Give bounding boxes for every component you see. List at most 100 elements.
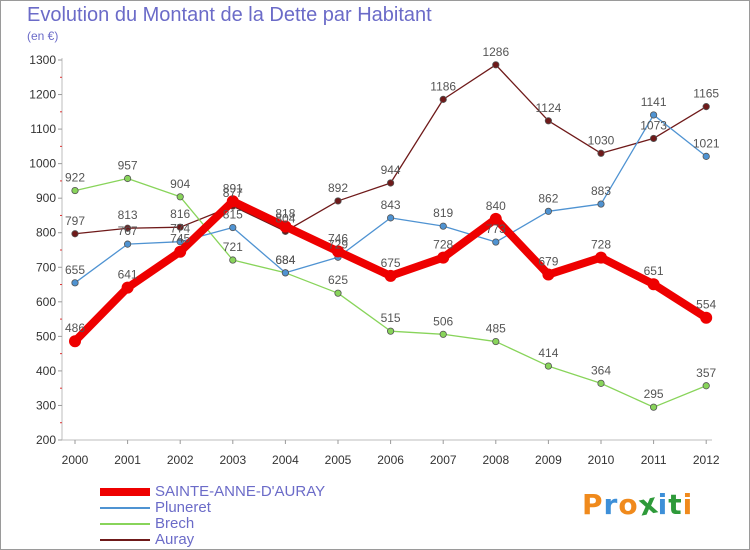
data-label: 728 xyxy=(433,238,453,252)
data-point xyxy=(334,197,342,205)
data-point xyxy=(439,222,447,230)
data-point xyxy=(647,278,660,291)
data-label: 679 xyxy=(538,255,558,269)
data-point xyxy=(595,251,607,264)
data-point xyxy=(700,311,713,324)
data-label: 1141 xyxy=(641,95,667,109)
data-point xyxy=(492,337,500,346)
data-label: 745 xyxy=(170,232,190,246)
data-label: 957 xyxy=(118,158,138,172)
data-label: 815 xyxy=(223,208,243,222)
data-label: 862 xyxy=(538,191,558,205)
data-label: 728 xyxy=(591,238,611,252)
data-point xyxy=(597,379,605,387)
data-point xyxy=(702,382,710,390)
legend-item-pluneret[interactable]: Pluneret xyxy=(100,499,360,516)
y-tick-label: 700 xyxy=(36,260,56,274)
x-tick-label: 2003 xyxy=(219,453,246,467)
legend: SAINTE-ANNE-D'AURAY Pluneret Brech Auray xyxy=(100,483,360,548)
data-label: 1073 xyxy=(640,118,667,132)
data-label: 506 xyxy=(433,314,453,328)
data-label: 840 xyxy=(486,199,506,213)
data-label: 804 xyxy=(275,211,295,225)
data-label: 877 xyxy=(223,186,243,200)
data-point xyxy=(71,186,79,195)
data-label: 819 xyxy=(433,206,453,220)
data-point xyxy=(71,279,79,287)
data-label: 364 xyxy=(591,363,611,377)
x-tick-label: 2005 xyxy=(325,453,352,467)
legend-item-auray[interactable]: Auray xyxy=(100,531,360,548)
x-tick-label: 2012 xyxy=(693,453,720,467)
data-point xyxy=(489,212,502,225)
logo-letter: i xyxy=(682,488,694,521)
data-label: 721 xyxy=(223,240,243,254)
legend-item-sainte-anne[interactable]: SAINTE-ANNE-D'AURAY xyxy=(100,483,360,500)
data-point xyxy=(71,230,79,238)
data-point xyxy=(124,224,132,232)
data-point xyxy=(544,117,553,125)
data-label: 295 xyxy=(644,387,664,401)
data-point xyxy=(124,174,132,183)
data-label: 684 xyxy=(275,253,295,267)
x-tick-label: 2009 xyxy=(535,453,562,467)
data-label: 651 xyxy=(644,264,664,278)
data-label: 774 xyxy=(170,222,190,236)
data-point xyxy=(437,251,450,264)
data-label: 816 xyxy=(170,207,190,221)
data-point xyxy=(702,103,710,111)
data-point xyxy=(281,269,289,277)
data-label: 1124 xyxy=(535,101,561,115)
legend-item-brech[interactable]: Brech xyxy=(100,515,360,532)
data-label: 891 xyxy=(223,181,243,195)
chart-title: Evolution du Montant de la Dette par Hab… xyxy=(27,4,432,26)
logo-letter: r xyxy=(603,488,619,521)
data-point xyxy=(492,61,500,69)
logo-letter: P xyxy=(582,488,604,521)
y-tick-label: 1300 xyxy=(29,53,56,67)
data-point xyxy=(492,238,500,246)
data-label: 1286 xyxy=(482,45,509,59)
data-label: 655 xyxy=(65,263,85,277)
data-label: 515 xyxy=(381,311,401,325)
data-point xyxy=(597,149,605,157)
data-label: 904 xyxy=(170,177,190,191)
data-label: 554 xyxy=(696,298,716,312)
data-point xyxy=(332,245,344,258)
data-label: 892 xyxy=(328,181,348,195)
data-point xyxy=(124,240,132,248)
x-tick-label: 2007 xyxy=(430,453,457,467)
data-label: 944 xyxy=(381,163,401,177)
data-label: 414 xyxy=(538,346,558,360)
y-tick-label: 900 xyxy=(36,191,56,205)
data-label: 625 xyxy=(328,273,348,287)
data-point xyxy=(544,207,553,215)
y-tick-label: 800 xyxy=(36,226,56,240)
y-tick-label: 600 xyxy=(36,295,56,309)
data-point xyxy=(334,289,342,297)
legend-label: Pluneret xyxy=(155,499,211,516)
data-point xyxy=(542,268,555,281)
data-label: 922 xyxy=(65,171,85,185)
data-point xyxy=(439,330,447,338)
data-label: 813 xyxy=(118,208,138,222)
data-point xyxy=(176,238,184,246)
data-point xyxy=(229,256,237,264)
data-label: 883 xyxy=(591,184,611,198)
data-label: 729 xyxy=(328,237,348,251)
y-tick-label: 500 xyxy=(36,329,56,343)
x-tick-label: 2008 xyxy=(482,453,509,467)
data-label: 746 xyxy=(328,231,348,245)
data-label: 767 xyxy=(118,224,138,238)
y-tick-label: 400 xyxy=(36,364,56,378)
data-label: 641 xyxy=(118,268,138,282)
data-point xyxy=(649,403,658,411)
data-point xyxy=(649,134,658,143)
data-label: 843 xyxy=(381,198,401,212)
data-point xyxy=(176,193,184,201)
legend-swatch xyxy=(100,488,150,496)
x-tick-label: 2002 xyxy=(167,453,194,467)
logo-letter: i xyxy=(657,488,669,521)
data-point xyxy=(69,335,81,348)
